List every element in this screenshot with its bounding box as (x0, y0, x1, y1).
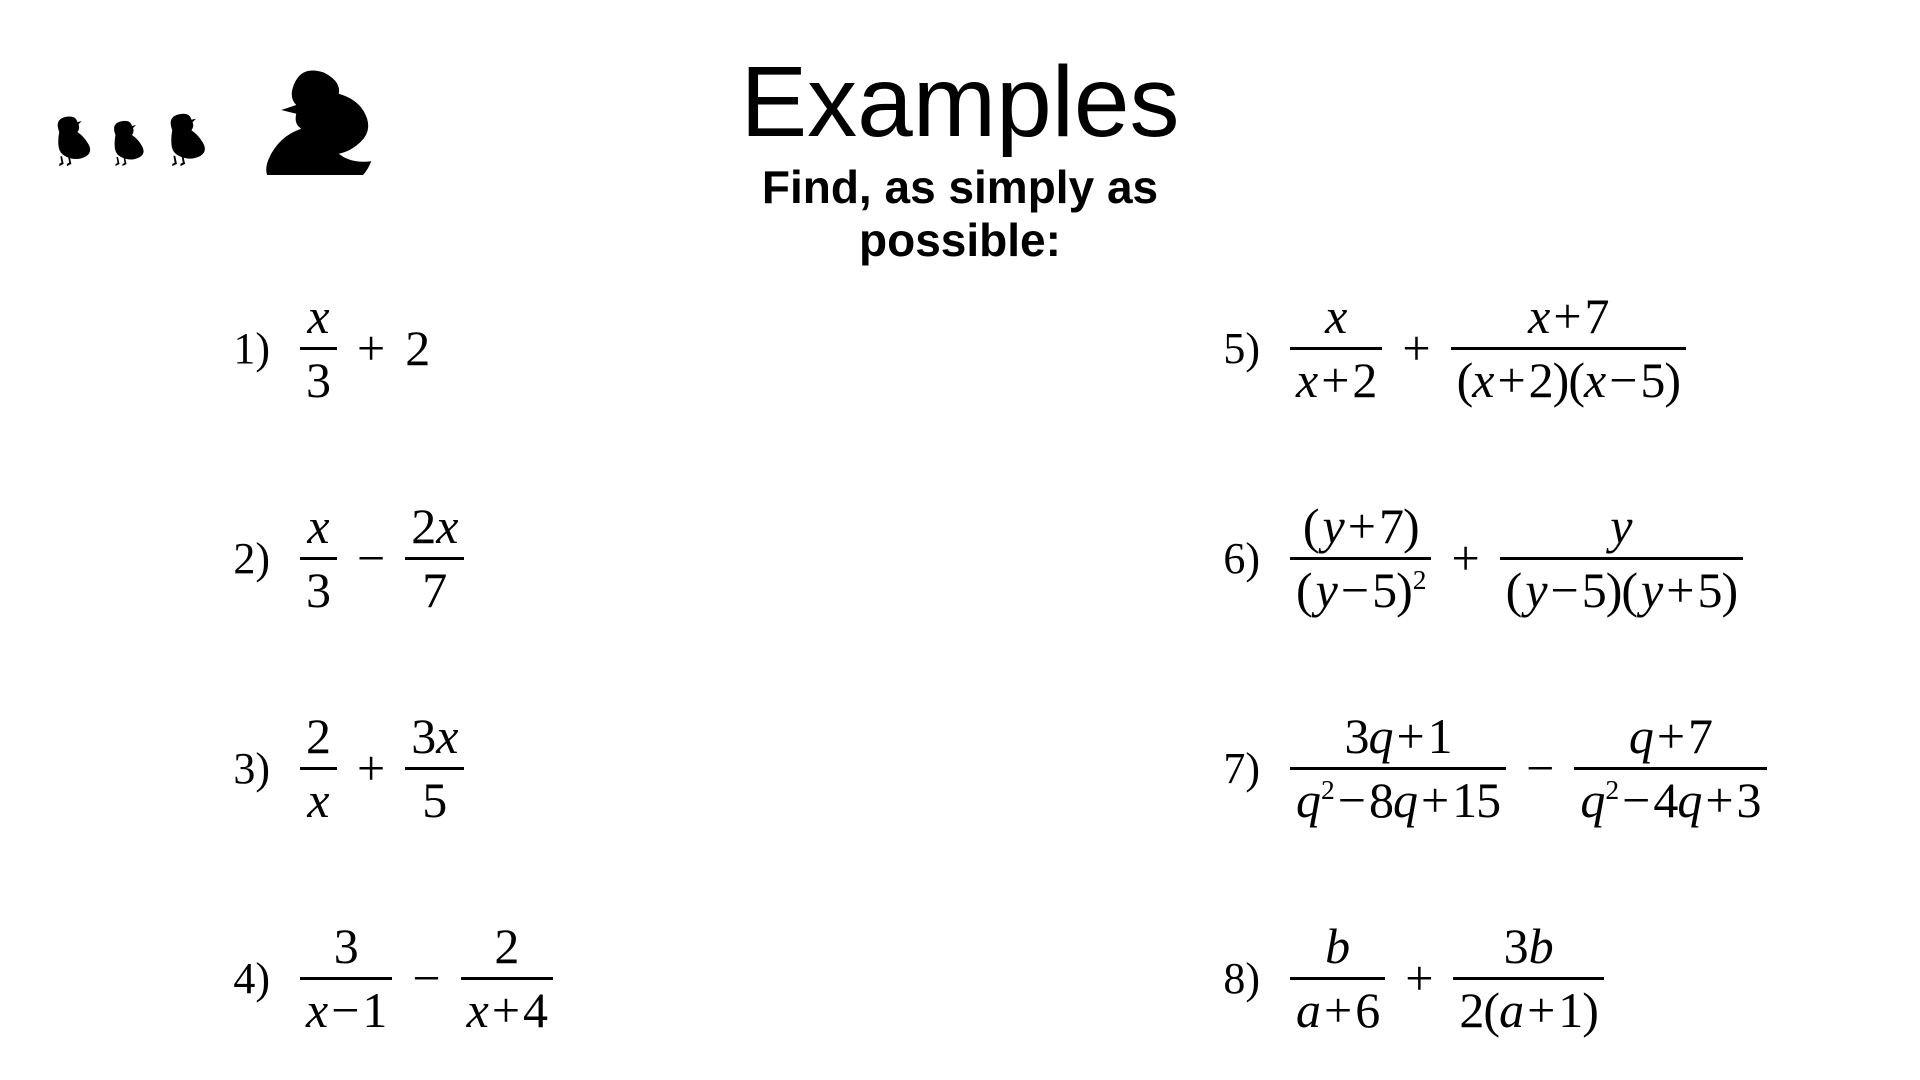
problem-5: 5) xx+2 + x+7 (x+2)(x−5) (1190, 290, 1686, 406)
problem-8-expression: ba+6 + 3b 2(a+1) (1290, 920, 1604, 1036)
problem-4-expression: 3x−1 − 2x+4 (300, 920, 553, 1036)
page-title: Examples (0, 50, 1920, 155)
problem-6: 6) (y+7) (y−5)2 + y (y−5)(y+5) (1190, 500, 1743, 616)
subtitle-line-2: possible: (859, 214, 1061, 266)
problem-6-expression: (y+7) (y−5)2 + y (y−5)(y+5) (1290, 500, 1743, 616)
problem-8-label: 8) (1190, 953, 1260, 1004)
problem-3-expression: 2x + 3x5 (300, 710, 464, 826)
problem-5-expression: xx+2 + x+7 (x+2)(x−5) (1290, 290, 1686, 406)
header-block: Examples Find, as simply as possible: (0, 50, 1920, 267)
problem-6-label: 6) (1190, 533, 1260, 584)
problem-1: 1) x3 +2 (200, 290, 430, 406)
page-subtitle: Find, as simply as possible: (0, 161, 1920, 267)
problem-5-label: 5) (1190, 323, 1260, 374)
problem-3-label: 3) (200, 743, 270, 794)
problem-1-label: 1) (200, 323, 270, 374)
problem-3: 3) 2x + 3x5 (200, 710, 464, 826)
problem-8: 8) ba+6 + 3b 2(a+1) (1190, 920, 1604, 1036)
problem-2-expression: x3 − 2x7 (300, 500, 464, 616)
problem-2: 2) x3 − 2x7 (200, 500, 464, 616)
problem-4-label: 4) (200, 953, 270, 1004)
problem-7-expression: 3q+1 q2−8q+15 − q+7 q2−4q+3 (1290, 710, 1767, 826)
subtitle-line-1: Find, as simply as (762, 161, 1158, 213)
problem-2-label: 2) (200, 533, 270, 584)
problem-7: 7) 3q+1 q2−8q+15 − q+7 q2−4q+3 (1190, 710, 1767, 826)
problem-1-expression: x3 +2 (300, 290, 430, 406)
problem-7-label: 7) (1190, 743, 1260, 794)
problem-4: 4) 3x−1 − 2x+4 (200, 920, 553, 1036)
